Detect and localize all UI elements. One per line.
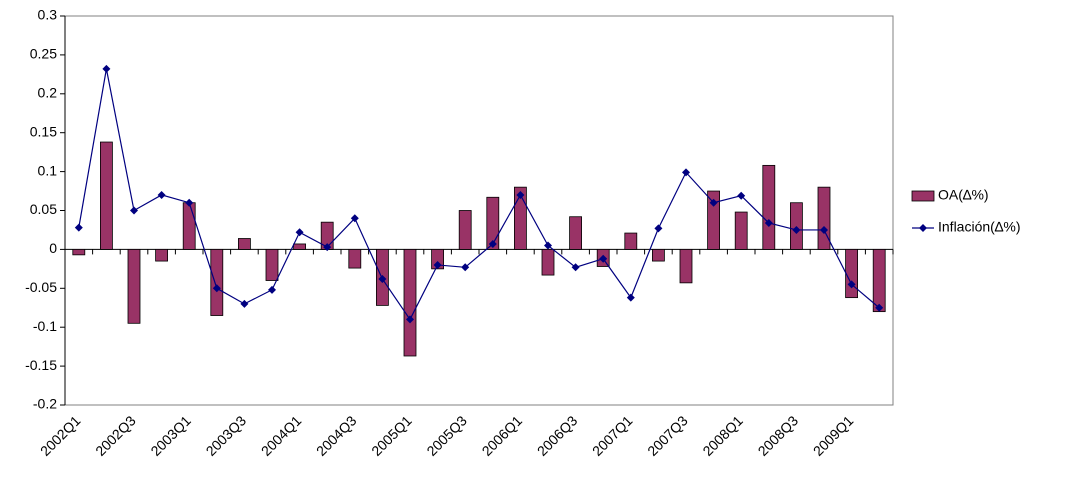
y-tick-label: 0.05 xyxy=(30,201,57,217)
legend-swatch xyxy=(911,190,935,202)
legend-marker xyxy=(919,224,927,232)
bar xyxy=(72,248,86,256)
x-tick-label: 2008Q3 xyxy=(755,412,802,459)
marker xyxy=(847,280,856,289)
y-tick-label: -0.05 xyxy=(25,279,57,295)
marker xyxy=(268,285,276,294)
y-tick-label: -0.1 xyxy=(33,318,57,334)
bar xyxy=(679,248,693,284)
marker xyxy=(571,263,580,272)
bar xyxy=(541,248,555,276)
marker xyxy=(764,218,773,227)
marker xyxy=(185,198,194,207)
marker xyxy=(682,168,690,177)
marker xyxy=(599,254,608,263)
marker xyxy=(130,206,138,215)
marker xyxy=(820,225,828,234)
marker xyxy=(406,315,414,324)
marker xyxy=(74,223,83,232)
marker xyxy=(737,191,746,200)
bar xyxy=(403,248,417,357)
marker xyxy=(488,239,497,248)
bar xyxy=(707,190,720,250)
bar xyxy=(624,232,638,250)
marker xyxy=(461,263,470,272)
marker xyxy=(516,190,525,199)
bar xyxy=(265,248,279,281)
marker xyxy=(157,190,166,199)
marker xyxy=(709,198,718,207)
x-tick-label: 2003Q3 xyxy=(203,412,250,459)
bar xyxy=(734,211,748,250)
line xyxy=(78,68,880,321)
bar xyxy=(652,248,665,262)
bar xyxy=(127,248,141,324)
marker xyxy=(433,260,442,269)
x-tick-label: 2006Q3 xyxy=(534,412,581,459)
marker xyxy=(654,224,663,233)
bar xyxy=(569,216,582,250)
legend-label: Inflación(∆%) xyxy=(938,219,1020,235)
marker xyxy=(875,303,884,312)
x-tick-label: 2002Q3 xyxy=(92,412,139,459)
marker xyxy=(102,64,111,73)
x-tick-label: 2005Q1 xyxy=(368,412,415,459)
x-tick-label: 2006Q1 xyxy=(479,412,526,459)
x-tick-label: 2007Q3 xyxy=(644,412,691,459)
bar xyxy=(872,248,886,313)
x-tick-label: 2008Q1 xyxy=(699,412,746,459)
bar xyxy=(100,141,113,250)
marker xyxy=(626,293,635,302)
y-tick-label: 0.3 xyxy=(38,7,58,23)
bar xyxy=(155,248,169,262)
bar xyxy=(210,248,224,316)
bar xyxy=(762,164,776,250)
bar xyxy=(458,210,472,250)
x-tick-label: 2009Q1 xyxy=(810,412,857,459)
bar xyxy=(514,186,527,250)
y-tick-label: 0 xyxy=(49,240,57,256)
bar xyxy=(182,202,196,250)
y-tick-label: 0.1 xyxy=(38,162,58,178)
bar xyxy=(845,248,858,299)
y-tick-label: -0.15 xyxy=(25,357,57,373)
bar xyxy=(237,238,251,250)
marker xyxy=(544,241,552,250)
bar xyxy=(348,248,362,269)
y-tick-label: 0.15 xyxy=(30,123,57,139)
y-tick-label: 0.25 xyxy=(30,46,57,62)
x-tick-label: 2003Q1 xyxy=(147,412,194,459)
x-tick-label: 2002Q1 xyxy=(37,412,84,459)
marker xyxy=(350,214,359,223)
plot-area xyxy=(64,15,894,406)
marker xyxy=(240,299,249,308)
marker xyxy=(378,274,387,283)
bar xyxy=(817,186,831,250)
y-tick-label: 0.2 xyxy=(38,85,58,101)
bar xyxy=(293,243,307,250)
marker xyxy=(295,228,304,237)
x-tick-label: 2004Q1 xyxy=(258,412,305,459)
marker xyxy=(323,243,332,252)
bar xyxy=(486,196,500,250)
x-tick-label: 2004Q3 xyxy=(313,412,360,459)
marker xyxy=(212,284,221,293)
x-tick-label: 2007Q1 xyxy=(589,412,636,459)
legend-label: OA(∆%) xyxy=(938,187,989,203)
x-tick-label: 2005Q3 xyxy=(423,412,470,459)
y-tick-label: -0.2 xyxy=(33,396,57,412)
marker xyxy=(792,225,801,234)
